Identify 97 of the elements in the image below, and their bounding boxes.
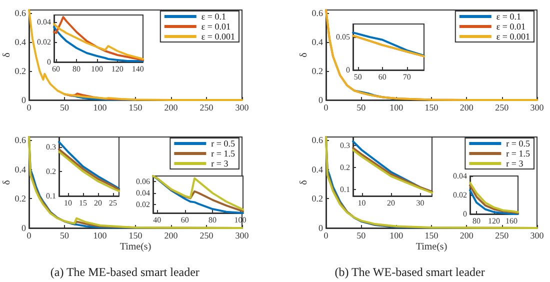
y-tick-label: 0.6 (312, 8, 324, 18)
y-axis-title: δ (298, 52, 310, 58)
x-tick-label: 200 (460, 102, 474, 112)
legend-label: ε = 0.001 (201, 32, 236, 42)
x-tick-label: 150 (128, 102, 143, 112)
x-tick-label: 60 (180, 216, 189, 224)
y-tick-label: 0 (22, 95, 26, 105)
x-tick-label: 20 (94, 198, 102, 208)
legend-label: ε = 0.1 (496, 12, 522, 22)
x-tick-label: 25 (109, 198, 117, 208)
y-tick-label: 0.2 (14, 194, 26, 204)
x-tick-label: 50 (60, 230, 70, 240)
x-tick-label: 300 (530, 230, 544, 240)
x-tick-label: 140 (132, 64, 144, 74)
y-tick-label: 0.02 (453, 190, 467, 200)
y-axis-title: δ (298, 180, 310, 185)
x-tick-label: 100 (390, 102, 404, 112)
x-tick-label: 150 (424, 230, 439, 240)
x-axis-title: Time(s) (416, 242, 448, 252)
x-tick-label: 200 (164, 102, 178, 112)
y-tick-label: 0.05 (336, 32, 350, 42)
y-tick-label: 0.4 (14, 164, 26, 174)
x-tick-label: 50 (354, 72, 362, 82)
y-tick-label: 0.4 (312, 164, 324, 174)
x-tick-label: 50 (60, 102, 70, 112)
x-tick-label: 60 (52, 64, 60, 74)
y-tick-label: 0.2 (14, 66, 26, 76)
y-axis-title: δ (2, 180, 12, 185)
y-tick-label: 0.6 (14, 8, 26, 18)
legend-label: r = 1.5 (506, 148, 530, 158)
x-tick-label: 80 (208, 216, 217, 224)
y-tick-label: 0.2 (312, 194, 323, 204)
x-tick-label: 300 (235, 102, 250, 112)
legend-label: r = 3 (211, 158, 229, 168)
legend-label: r = 3 (506, 158, 524, 168)
y-tick-label: 0.4 (14, 36, 26, 47)
y-tick-label: 0.06 (136, 177, 150, 186)
x-tick-label: 80 (472, 216, 481, 226)
y-tick-label: 0.1 (340, 184, 350, 194)
y-tick-label: 0.3 (46, 142, 56, 152)
x-axis-title: Time(s) (120, 242, 152, 252)
x-tick-label: 150 (128, 230, 143, 240)
y-tick-label: 0.1 (46, 192, 56, 200)
y-tick-label: 0 (318, 95, 324, 105)
x-tick-label: 120 (488, 216, 500, 226)
x-tick-label: 100 (390, 230, 404, 240)
x-tick-label: 100 (93, 102, 108, 112)
legend-label: ε = 0.1 (201, 12, 226, 22)
y-tick-label: 0.02 (136, 200, 150, 209)
y-tick-label: 0 (22, 223, 26, 233)
x-tick-label: 70 (402, 72, 411, 82)
y-tick-label: 0.02 (37, 38, 51, 46)
x-tick-label: 20 (387, 198, 396, 208)
y-tick-label: 0.6 (312, 134, 324, 145)
x-tick-label: 80 (72, 64, 81, 74)
x-tick-label: 250 (200, 230, 214, 240)
y-tick-label: 0 (318, 223, 324, 233)
legend-label: ε = 0.01 (496, 22, 526, 32)
y-tick-label: 0 (463, 210, 467, 218)
x-tick-label: 10 (358, 198, 366, 208)
x-tick-label: 150 (424, 102, 439, 112)
x-tick-label: 300 (530, 102, 544, 112)
y-tick-label: 0.04 (136, 188, 150, 198)
x-tick-label: 200 (460, 230, 474, 240)
y-tick-label: 0.04 (37, 18, 51, 26)
x-tick-label: 200 (164, 230, 178, 240)
x-tick-label: 300 (235, 230, 250, 240)
x-tick-label: 100 (90, 64, 103, 74)
y-tick-label: 0.6 (14, 134, 26, 145)
x-tick-label: 30 (416, 198, 424, 208)
x-tick-label: 40 (153, 216, 162, 224)
x-tick-label: 120 (111, 64, 124, 74)
x-tick-label: 50 (356, 102, 366, 112)
text: (b) The WE-based smart leader (334, 265, 485, 279)
legend-label: r = 1.5 (211, 148, 236, 158)
x-tick-label: 250 (495, 102, 510, 112)
legend-label: r = 0.5 (211, 138, 236, 148)
y-tick-label: 0.04 (453, 172, 467, 180)
text: (a) The ME-based smart leader (50, 265, 200, 279)
x-tick-label: 100 (93, 230, 108, 240)
y-tick-label: 0.2 (340, 163, 350, 172)
y-axis-title: δ (2, 52, 12, 58)
x-tick-label: 250 (495, 230, 510, 240)
y-tick-label: 0 (47, 58, 51, 66)
x-tick-label: 50 (356, 230, 366, 240)
y-tick-label: 0.3 (340, 141, 350, 150)
y-tick-label: 0.4 (312, 36, 324, 47)
x-tick-label: 15 (79, 198, 87, 208)
y-tick-label: 0.2 (46, 166, 56, 176)
y-tick-label: 0.2 (312, 66, 323, 76)
legend-label: r = 0.5 (506, 138, 530, 148)
legend-label: ε = 0.01 (201, 22, 231, 32)
x-tick-label: 10 (64, 198, 72, 208)
legend-label: ε = 0.001 (496, 32, 530, 42)
x-tick-label: 160 (505, 216, 518, 226)
x-tick-label: 60 (378, 72, 386, 82)
x-tick-label: 250 (200, 102, 214, 112)
